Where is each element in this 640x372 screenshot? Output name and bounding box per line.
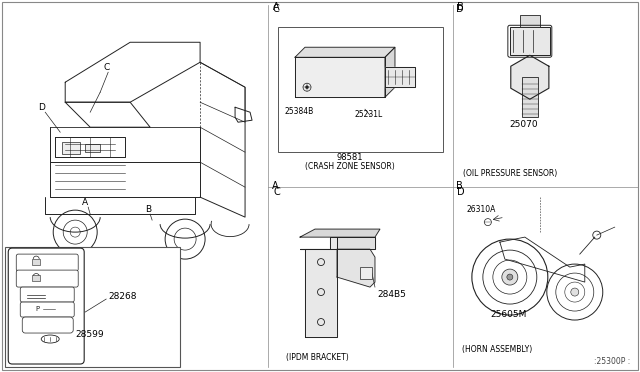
Text: B: B (457, 2, 463, 12)
Bar (5, 247, 180, 367)
Text: 28599: 28599 (75, 330, 104, 339)
Text: 28268: 28268 (108, 292, 137, 301)
Text: D: D (38, 103, 45, 112)
Polygon shape (511, 55, 549, 99)
FancyBboxPatch shape (22, 317, 73, 333)
Text: B: B (456, 181, 463, 191)
Circle shape (507, 274, 513, 280)
FancyBboxPatch shape (20, 287, 74, 302)
Bar (32, 259, 40, 265)
Text: (OIL PRESSURE SENSOR): (OIL PRESSURE SENSOR) (463, 169, 557, 178)
Polygon shape (300, 229, 380, 237)
Text: A: A (272, 181, 278, 191)
Polygon shape (295, 57, 385, 97)
Text: (IPDM BRACKET): (IPDM BRACKET) (286, 353, 349, 362)
Text: 26310A: 26310A (467, 205, 496, 214)
Text: (CRASH ZONE SENSOR): (CRASH ZONE SENSOR) (305, 162, 395, 171)
Bar (278, 27, 443, 152)
Polygon shape (385, 47, 395, 97)
Text: (HORN ASSEMBLY): (HORN ASSEMBLY) (461, 345, 532, 354)
Bar (360, 267, 372, 279)
Text: 284B5: 284B5 (377, 290, 406, 299)
Bar (520, 15, 540, 27)
Text: B: B (145, 205, 151, 214)
Text: 98581: 98581 (337, 153, 364, 162)
Text: A: A (273, 2, 280, 12)
Polygon shape (300, 237, 375, 249)
Polygon shape (385, 67, 415, 87)
Text: 25384B: 25384B (284, 107, 313, 116)
Bar (32, 275, 40, 281)
Bar (510, 27, 550, 55)
Circle shape (571, 288, 579, 296)
Polygon shape (295, 47, 395, 57)
Text: D: D (457, 187, 465, 197)
Polygon shape (305, 237, 337, 337)
Text: A: A (82, 198, 88, 207)
Text: :25300P :: :25300P : (593, 357, 630, 366)
Text: C: C (272, 4, 279, 14)
Circle shape (305, 86, 308, 89)
Text: 25605M: 25605M (490, 310, 526, 319)
Text: D: D (456, 4, 463, 14)
FancyBboxPatch shape (8, 248, 84, 364)
FancyBboxPatch shape (20, 302, 74, 317)
Bar (62, 142, 80, 154)
Polygon shape (337, 249, 375, 287)
Text: P: P (35, 306, 39, 312)
Text: 25070: 25070 (509, 120, 538, 129)
Text: C: C (273, 187, 280, 197)
Bar (522, 77, 538, 117)
Circle shape (502, 269, 518, 285)
FancyBboxPatch shape (16, 270, 78, 287)
Text: C: C (103, 63, 109, 72)
Bar (85, 144, 100, 152)
Text: 25231L: 25231L (355, 110, 383, 119)
FancyBboxPatch shape (16, 254, 78, 271)
